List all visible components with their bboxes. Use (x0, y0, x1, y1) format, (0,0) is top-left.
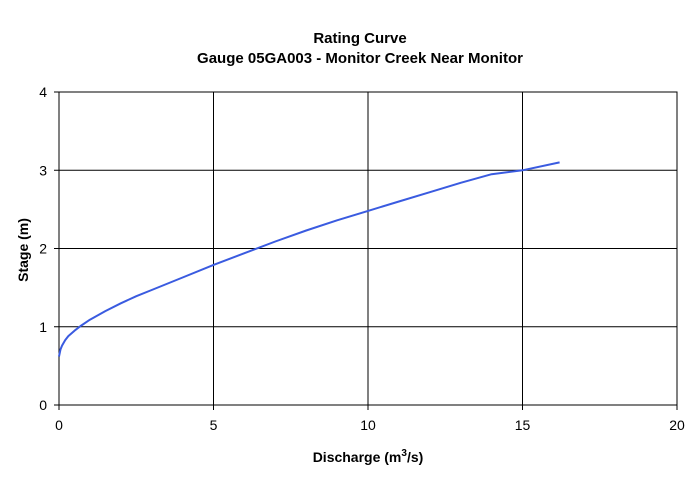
y-tick-labels: 0 1 2 3 4 (39, 84, 47, 413)
x-axis-label: Discharge (m3/s) (313, 448, 424, 465)
y-tick-label-3: 3 (39, 162, 47, 178)
x-tick-label-3: 15 (515, 417, 531, 433)
x-tick-labels: 0 5 10 15 20 (55, 417, 685, 433)
y-tick-label-4: 4 (39, 84, 47, 100)
y-tick-label-2: 2 (39, 241, 47, 257)
series-line-0 (58, 161, 560, 357)
y-axis-label: Stage (m) (15, 218, 31, 282)
chart-title: Rating Curve (313, 30, 406, 47)
x-axis-label-suffix: /s) (407, 449, 423, 465)
chart-subtitle: Gauge 05GA003 - Monitor Creek Near Monit… (197, 50, 523, 67)
x-axis-label-superscript: 3 (401, 448, 407, 459)
series-layer (58, 161, 560, 357)
x-tick-label-4: 20 (669, 417, 685, 433)
x-tick-label-0: 0 (55, 417, 63, 433)
x-tick-label-1: 5 (210, 417, 218, 433)
y-tick-label-0: 0 (39, 397, 47, 413)
y-tick-label-1: 1 (39, 319, 47, 335)
x-tick-label-2: 10 (360, 417, 376, 433)
